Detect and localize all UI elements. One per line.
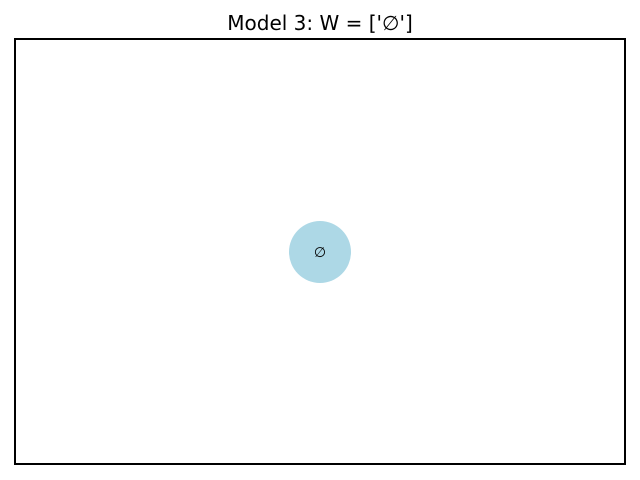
figure-title: Model 3: W = ['∅'] <box>227 11 413 35</box>
world-node-circle <box>289 221 351 283</box>
world-node-label: ∅ <box>314 245 326 261</box>
world-node: ∅ <box>289 221 351 283</box>
